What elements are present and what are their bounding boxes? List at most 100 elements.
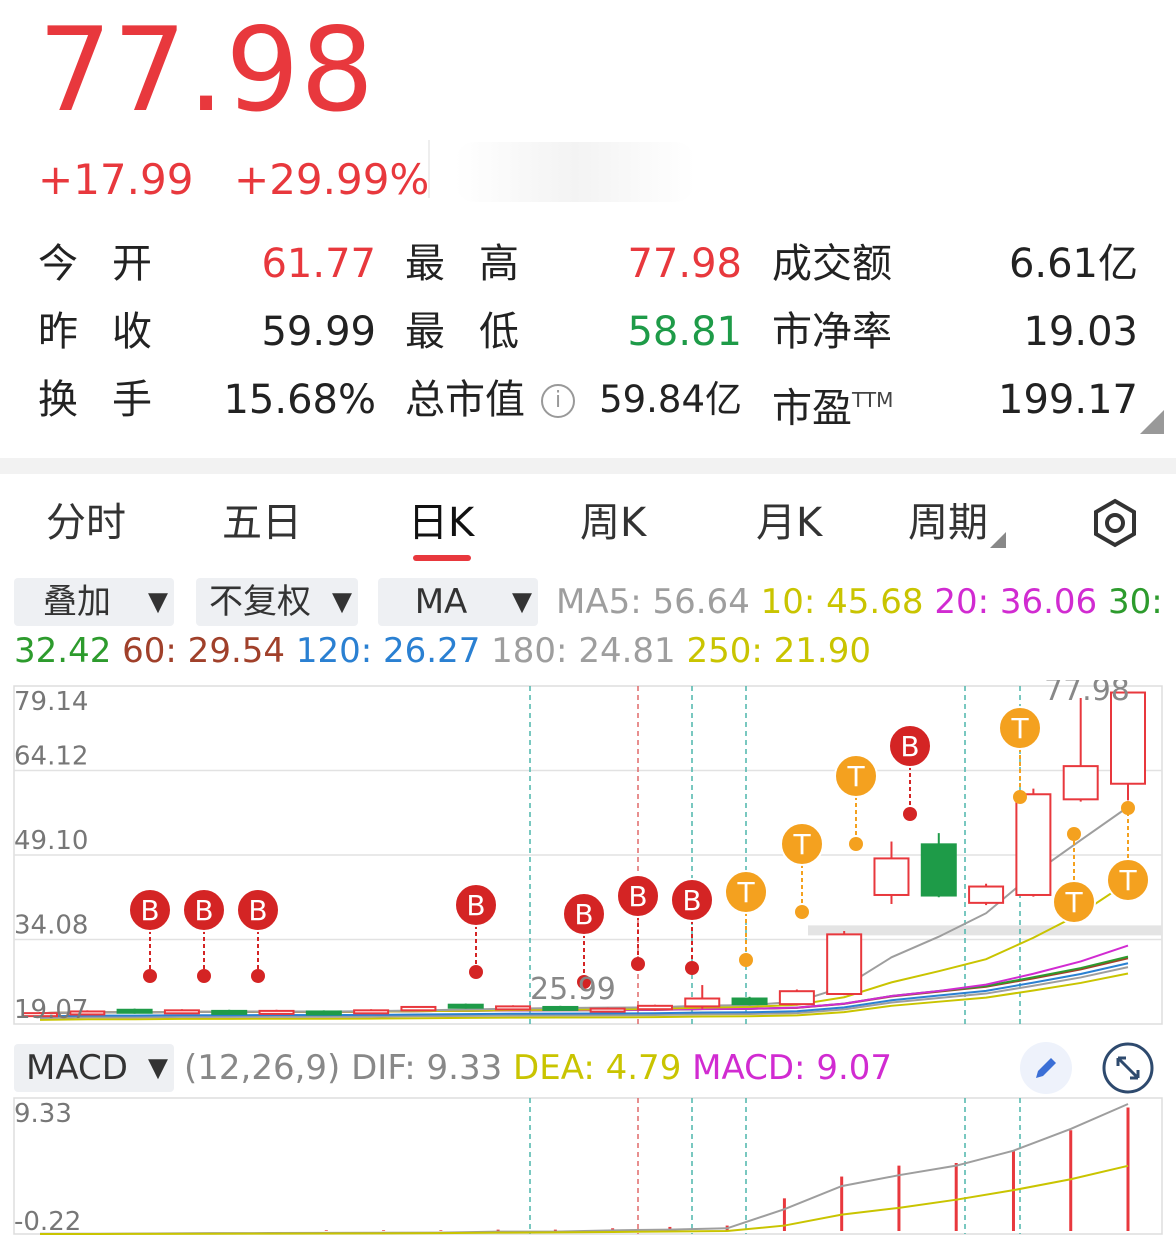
tab-daily-k[interactable]: 日K — [408, 500, 475, 546]
dropdown-corner-icon — [990, 532, 1006, 548]
macd-value: MACD: 9.07 — [692, 1048, 893, 1088]
low-value: 58.81 — [627, 309, 742, 355]
high-price-label: 77.98 — [1044, 680, 1130, 708]
y-tick-label: 64.12 — [14, 742, 88, 772]
candle-up — [826, 933, 863, 996]
signal-dot — [251, 969, 265, 983]
candle-down — [920, 843, 957, 897]
buy-signal-badge — [616, 874, 660, 918]
macd-y-tick-label: 9.33 — [14, 1099, 72, 1129]
signal-letter: B — [140, 894, 159, 927]
candle-up — [1110, 691, 1146, 785]
turnover-value: 15.68% — [223, 377, 376, 423]
expand-corner-icon[interactable] — [1140, 410, 1164, 434]
candle-up — [22, 1012, 58, 1018]
adjust-dropdown[interactable]: 不复权 ▼ — [196, 578, 358, 626]
blurred-region — [455, 142, 695, 202]
pe-label: 市盈TTM — [772, 374, 893, 434]
candle-down — [116, 1008, 153, 1014]
candle-up — [968, 885, 1005, 904]
candlestick-chart[interactable]: B B B B B B B T T T B T T T 79.14 64.12 49.10 34.08 19.07… — [0, 680, 1176, 1040]
caret-down-icon: ▼ — [148, 1053, 168, 1083]
overlay-dropdown[interactable]: 叠加 ▼ — [14, 578, 174, 626]
macd-dif: DIF: 9.33 — [351, 1048, 503, 1088]
macd-y-tick-label: -0.22 — [14, 1207, 81, 1237]
ma180-value: 180: 24.81 — [491, 631, 676, 671]
tab-weekly-k[interactable]: 周K — [580, 500, 647, 546]
tab-intraday[interactable]: 分时 — [46, 500, 126, 546]
signal-dot — [577, 975, 591, 989]
signal-letter: B — [900, 730, 919, 763]
signal-dot — [197, 969, 211, 983]
candle-up — [353, 1009, 390, 1015]
candle-up — [258, 1009, 295, 1015]
signal-dot — [795, 905, 809, 919]
price-change-percent: +29.99% — [234, 155, 430, 204]
sell-signal-badge — [1106, 858, 1150, 902]
mktcap-label: 总市值 — [405, 377, 525, 423]
amount-label: 成交额 — [772, 241, 892, 287]
candles — [22, 691, 1146, 1018]
y-tick-label: 49.10 — [14, 826, 88, 856]
tab-period[interactable]: 周期 — [908, 498, 1006, 548]
ma120-line — [39, 962, 1129, 1018]
candle-up — [684, 997, 721, 1008]
macd-dea: DEA: 4.79 — [513, 1048, 682, 1088]
signal-letter: T — [792, 828, 811, 861]
buy-signal-badge — [670, 878, 714, 922]
buy-signal-badge — [888, 724, 932, 768]
ma-values-row-2: 32.42 60: 29.54 120: 26.27 180: 24.81 25… — [14, 627, 871, 675]
ma-values-row-1: MA5: 56.64 10: 45.68 20: 36.06 30: — [556, 578, 1163, 626]
edit-button[interactable] — [1020, 1042, 1072, 1094]
y-tick-label: 19.07 — [14, 995, 88, 1025]
settings-icon[interactable] — [1090, 498, 1140, 548]
indicator-dropdown[interactable]: MA ▼ — [378, 578, 538, 626]
chart-grid — [13, 685, 1163, 1025]
overlay-dropdown-label: 叠加 — [43, 582, 111, 622]
candle-up — [400, 1005, 437, 1012]
sell-signal-badge — [998, 706, 1042, 750]
ma180-line — [39, 966, 1129, 1020]
tab-monthly-k[interactable]: 月K — [756, 500, 823, 546]
indicator-dropdown-label: MA — [414, 582, 468, 622]
candle-down — [211, 1009, 248, 1015]
macd-params: (12,26,9) — [184, 1048, 341, 1088]
signal-dot — [469, 965, 483, 979]
caret-down-icon: ▼ — [512, 587, 532, 617]
tab-five-day[interactable]: 五日 — [222, 500, 302, 546]
macd-dropdown[interactable]: MACD ▼ — [14, 1044, 174, 1092]
buy-signal-badge — [236, 888, 280, 932]
sell-signal-badge — [1052, 880, 1096, 924]
pe-label-text: 市盈 — [772, 385, 852, 432]
mktcap-value: 59.84亿 — [599, 378, 742, 421]
open-value: 61.77 — [261, 241, 376, 287]
signal-dot — [1067, 827, 1081, 841]
macd-chart[interactable]: 9.33 -0.22 — [0, 1096, 1176, 1246]
info-icon[interactable]: i — [541, 384, 575, 418]
candle-up — [778, 990, 815, 1006]
signal-dot — [739, 953, 753, 967]
signal-letter: T — [1118, 864, 1137, 897]
ma30-value: 32.42 — [14, 631, 112, 671]
buy-signal-badge — [128, 888, 172, 932]
fullscreen-button[interactable] — [1102, 1042, 1154, 1094]
signal-letter: B — [248, 894, 267, 927]
signal-dot — [903, 807, 917, 821]
candle-down — [305, 1010, 342, 1016]
ma120-value: 120: 26.27 — [295, 631, 481, 671]
candle-up — [1062, 765, 1099, 801]
buy-signal-badge — [562, 892, 606, 936]
signal-letter: T — [736, 876, 755, 909]
signal-dot — [1013, 790, 1027, 804]
signal-letter: B — [682, 884, 701, 917]
expand-icon — [1102, 1042, 1154, 1094]
signal-letter: B — [194, 894, 213, 927]
y-axis-labels: 79.14 64.12 49.10 34.08 19.07 77.98 25.99 — [14, 680, 1130, 1025]
signal-dot — [1121, 801, 1135, 815]
ma60-value: 60: 29.54 — [122, 631, 286, 671]
dif-line — [40, 1103, 1129, 1235]
pb-value: 19.03 — [1023, 309, 1138, 355]
signal-letter: T — [1064, 886, 1083, 919]
pb-label: 市净率 — [772, 309, 892, 355]
signal-dot — [143, 969, 157, 983]
